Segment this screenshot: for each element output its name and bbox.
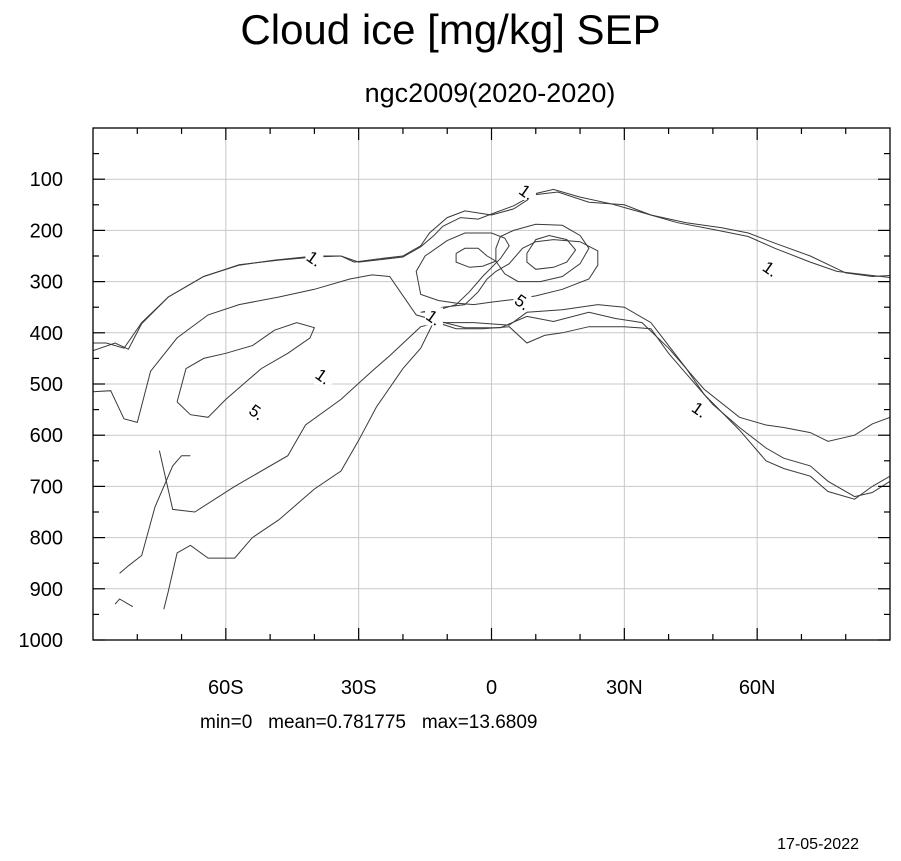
contour-line-5: [176, 322, 316, 418]
chart-title: Cloud ice [mg/kg] SEP: [240, 6, 661, 53]
y-tick-label: 700: [30, 476, 63, 498]
contour-label-bg: [305, 248, 324, 267]
contour-line-1: [415, 232, 599, 313]
x-tick-label: 0: [486, 677, 497, 699]
contour-line-5: [526, 234, 577, 270]
contour-line-1: [114, 598, 134, 608]
x-tick-label: 60N: [739, 677, 776, 699]
contour-label-bg: [761, 258, 780, 277]
x-tick-label: 60S: [208, 677, 244, 699]
contour-line-5: [455, 247, 498, 268]
y-tick-label: 900: [30, 579, 63, 601]
contour-line-5: [495, 223, 590, 283]
contour-label-bg: [690, 399, 709, 418]
y-tick-label: 400: [30, 323, 63, 345]
x-tick-label: 30S: [341, 677, 377, 699]
contour-label-bg: [513, 292, 532, 311]
y-tick-label: 600: [30, 425, 63, 447]
date-stamp: 17-05-2022: [777, 836, 859, 853]
contour-line-1: [158, 304, 890, 513]
stats-line: min=0 mean=0.781775 max=13.6809: [200, 712, 538, 733]
contour-line-1: [93, 188, 890, 349]
contour-line-1: [119, 455, 191, 574]
contour-label-bg: [247, 402, 266, 421]
y-tick-label: 500: [30, 374, 63, 396]
contour-label-bg: [314, 366, 333, 385]
contour-label-bg: [424, 307, 443, 326]
y-tick-label: 800: [30, 528, 63, 550]
contour-line-1: [163, 320, 890, 610]
y-tick-label: 200: [30, 220, 63, 242]
x-tick-label: 30N: [606, 677, 643, 699]
contour-label-bg: [517, 182, 536, 200]
y-tick-label: 300: [30, 272, 63, 294]
contour-line-1: [93, 274, 890, 442]
chart-subtitle: ngc2009(2020-2020): [364, 78, 616, 108]
y-tick-label: 1000: [19, 630, 64, 652]
y-tick-label: 100: [30, 169, 63, 191]
